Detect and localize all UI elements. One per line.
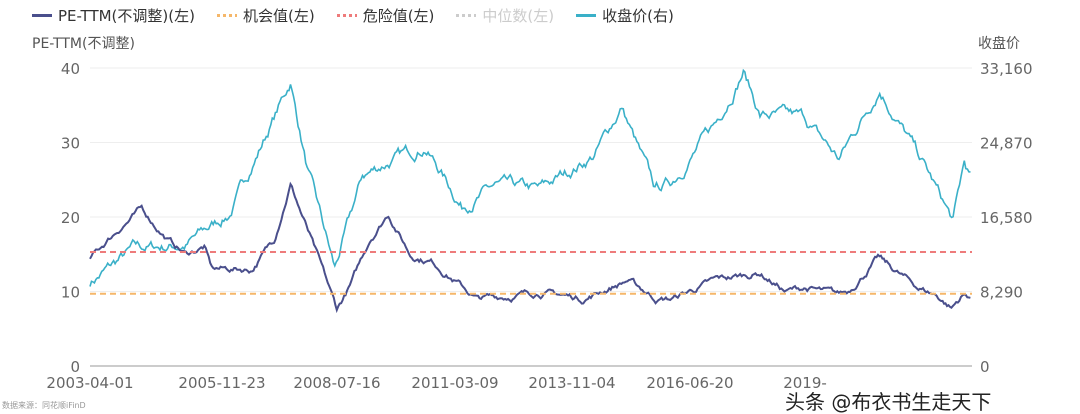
legend-item-close[interactable]: 收盘价(右) (576, 5, 674, 26)
legend-label: 危险值(左) (362, 7, 435, 25)
source-note: 数据来源：同花顺iFinD (2, 401, 86, 410)
x-tick: 2016-06-20 (646, 374, 733, 392)
x-tick: 2008-07-16 (293, 374, 380, 392)
x-tick: 2013-11-04 (528, 374, 615, 392)
y-tick-right: 0 (980, 358, 990, 376)
y-tick-right: 16,580 (980, 209, 1033, 227)
x-tick: 2003-04-01 (46, 374, 133, 392)
legend-item-danger[interactable]: 危险值(左) (336, 5, 435, 26)
legend-label: 中位数(左) (482, 7, 555, 25)
y-tick-right: 24,870 (980, 135, 1033, 153)
y-tick-right: 33,160 (980, 60, 1033, 78)
close-price-line (89, 68, 971, 287)
y-tick-left: 0 (70, 358, 80, 376)
x-tick: 2011-03-09 (411, 374, 498, 392)
legend-label: 机会值(左) (242, 7, 315, 25)
legend-item-opportunity[interactable]: 机会值(左) (216, 5, 315, 26)
x-tick: 2019- (783, 374, 827, 392)
legend: PE-TTM(不调整)(左) 机会值(左) 危险值(左) 中位数(左) 收盘价(… (32, 5, 674, 26)
y-tick-left: 30 (61, 135, 80, 153)
left-axis-title: PE-TTM(不调整) (32, 36, 135, 52)
watermark: 头条 @布衣书生走天下 (785, 390, 992, 414)
y-tick-right: 8,290 (980, 284, 1023, 302)
legend-label: PE-TTM(不调整)(左) (58, 7, 195, 25)
right-axis-title: 收盘价 (978, 36, 1020, 52)
legend-item-median[interactable]: 中位数(左) (456, 5, 554, 26)
legend-label: 收盘价(右) (602, 7, 674, 25)
legend-item-pe[interactable]: PE-TTM(不调整)(左) (32, 5, 195, 26)
y-tick-left: 40 (61, 60, 80, 78)
y-tick-left: 20 (61, 209, 80, 227)
x-tick: 2005-11-23 (178, 374, 265, 392)
pe-line (89, 181, 971, 314)
y-tick-left: 10 (61, 284, 80, 302)
